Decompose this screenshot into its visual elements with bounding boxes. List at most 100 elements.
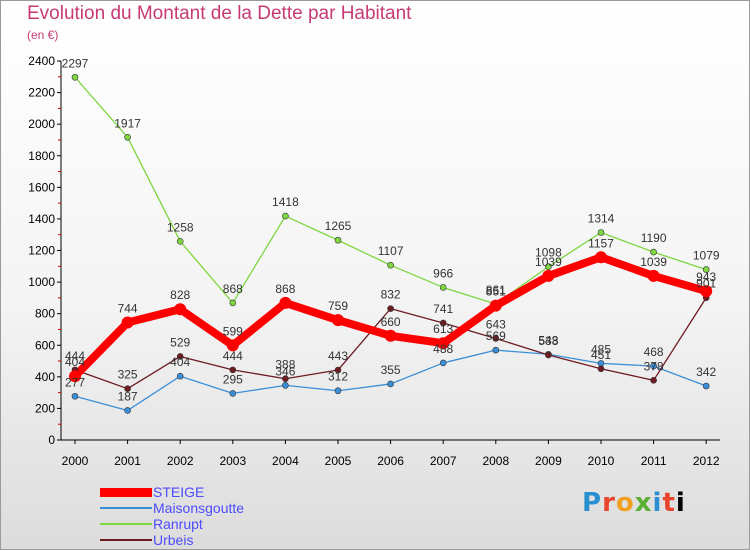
data-label-maisonsgoutte: 312 [328, 370, 348, 384]
y-tick-label: 2400 [28, 54, 55, 68]
data-label-maisonsgoutte: 543 [538, 333, 558, 347]
x-tick-label: 2003 [219, 454, 246, 468]
y-tick-label: 1600 [28, 180, 55, 194]
data-label-urbeis: 444 [65, 349, 85, 363]
data-point-ranrupt [439, 284, 447, 291]
data-label-ranrupt: 861 [486, 283, 506, 297]
data-point-ranrupt [124, 133, 131, 141]
data-label-steige: 1157 [588, 236, 614, 250]
data-point-maisonsgoutte [282, 382, 289, 389]
data-point-steige [595, 251, 607, 264]
legend-swatch [100, 507, 152, 509]
legend-label: Ranrupt [153, 516, 203, 532]
data-point-urbeis [229, 366, 237, 374]
data-label-ranrupt: 966 [433, 266, 453, 280]
data-label-urbeis: 444 [223, 349, 243, 363]
data-point-steige [174, 303, 187, 316]
data-label-ranrupt: 1917 [114, 116, 141, 130]
data-label-steige: 613 [433, 322, 453, 336]
x-tick-label: 2004 [272, 454, 299, 468]
data-label-ranrupt: 1079 [693, 249, 720, 263]
y-tick-label: 600 [35, 338, 55, 352]
data-label-steige: 404 [65, 355, 85, 369]
data-label-maisonsgoutte: 488 [433, 342, 453, 356]
data-point-ranrupt [229, 299, 237, 307]
y-tick-label: 1800 [28, 149, 55, 163]
data-label-steige: 868 [275, 282, 295, 296]
data-point-urbeis [650, 377, 657, 384]
data-label-steige: 759 [328, 299, 348, 313]
data-label-maisonsgoutte: 346 [275, 364, 295, 378]
series-points [69, 73, 713, 414]
data-point-steige [542, 269, 555, 282]
series-line-ranrupt [74, 76, 707, 305]
series-labels: 404 744 828 599 868 759 660 613 851 1039 1157 1039 9… [62, 56, 720, 403]
data-point-steige [700, 285, 713, 298]
y-tick-label: 800 [35, 307, 55, 321]
data-label-steige: 828 [170, 288, 190, 302]
data-point-steige [332, 314, 344, 327]
data-point-urbeis [439, 319, 447, 327]
brand-letter: i [652, 488, 663, 518]
data-label-urbeis: 443 [328, 349, 348, 363]
brand-letter: i [675, 488, 686, 518]
data-label-urbeis: 451 [591, 348, 611, 362]
legend-swatch [100, 539, 152, 541]
data-point-ranrupt [597, 229, 605, 236]
data-label-maisonsgoutte: 569 [486, 329, 506, 343]
data-label-urbeis: 741 [433, 302, 453, 316]
data-point-steige [69, 370, 81, 383]
data-label-ranrupt: 2297 [62, 56, 89, 70]
data-point-urbeis [492, 335, 500, 342]
data-label-ranrupt: 1098 [535, 246, 562, 260]
data-label-steige: 851 [486, 285, 506, 299]
data-point-ranrupt [650, 248, 657, 256]
y-tick-label: 2200 [28, 86, 55, 100]
data-point-ranrupt [387, 261, 394, 269]
data-point-steige [647, 269, 660, 282]
data-label-urbeis: 538 [538, 334, 558, 348]
x-tick-label: 2011 [641, 454, 667, 468]
data-label-maisonsgoutte: 295 [223, 372, 243, 386]
data-label-maisonsgoutte: 277 [65, 375, 85, 389]
data-label-maisonsgoutte: 342 [696, 365, 716, 379]
data-label-ranrupt: 1418 [272, 195, 299, 209]
data-label-urbeis: 643 [486, 317, 506, 331]
data-point-maisonsgoutte [71, 392, 79, 400]
data-label-maisonsgoutte: 187 [118, 389, 138, 403]
data-point-ranrupt [545, 263, 552, 270]
y-tick-label: 400 [35, 370, 55, 384]
data-point-ranrupt [334, 236, 342, 244]
chart-title: Evolution du Montant de la Dette par Hab… [27, 3, 412, 24]
data-label-urbeis: 325 [118, 368, 138, 382]
data-point-maisonsgoutte [176, 372, 184, 380]
y-tick-label: 1000 [28, 275, 55, 289]
x-tick-label: 2008 [482, 454, 509, 468]
data-point-urbeis [597, 365, 605, 373]
data-point-ranrupt [282, 212, 289, 220]
legend-swatch [100, 523, 152, 525]
legend-label: Maisonsgoutte [153, 500, 245, 516]
x-tick-label: 2009 [535, 454, 562, 468]
data-label-urbeis: 529 [170, 335, 190, 349]
brand-letter: t [662, 488, 676, 518]
data-point-maisonsgoutte [124, 407, 131, 414]
brand-logo: Proxiti [582, 488, 686, 518]
y-tick-label: 1400 [28, 212, 55, 226]
y-tick-label: 2000 [28, 117, 55, 131]
x-tick-label: 2007 [430, 454, 457, 468]
chart-subtitle: (en €) [27, 28, 59, 42]
data-point-steige [384, 329, 397, 342]
data-label-steige: 599 [223, 324, 243, 338]
data-point-urbeis [176, 353, 184, 360]
data-point-maisonsgoutte [229, 390, 237, 397]
legend-label: STEIGE [153, 484, 205, 500]
data-point-maisonsgoutte [334, 387, 342, 395]
legend-label: Urbeis [153, 532, 194, 548]
x-tick-label: 2006 [377, 454, 404, 468]
x-tick-label: 2005 [325, 454, 352, 468]
data-label-maisonsgoutte: 404 [170, 355, 190, 369]
brand-letter: r [602, 488, 616, 518]
